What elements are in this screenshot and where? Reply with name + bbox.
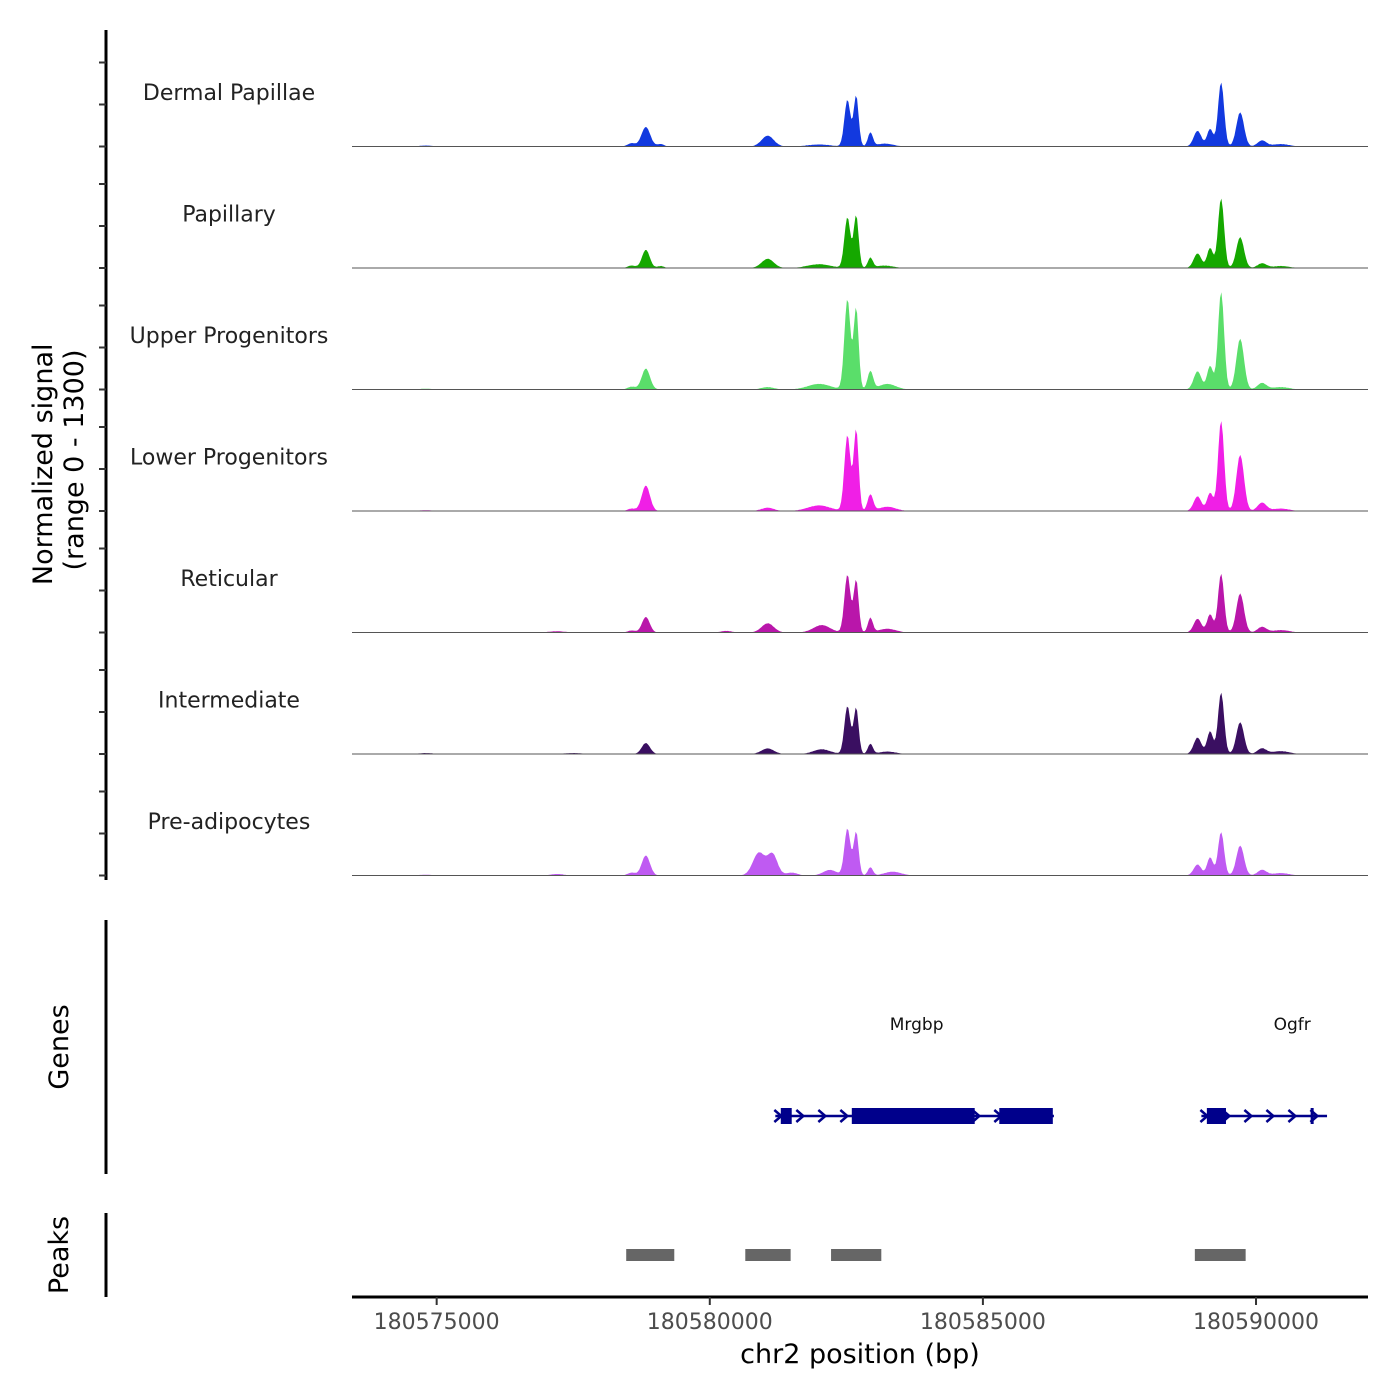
signal-y-axis-title: Normalized signal (range 0 - 1300) xyxy=(28,335,90,585)
signal-area xyxy=(352,198,1368,268)
peaks-panel-title: Peaks xyxy=(44,1216,75,1294)
signal-y-axis xyxy=(99,30,108,880)
gene-label: Ogfr xyxy=(1274,1015,1311,1035)
signal-y-ticks xyxy=(99,61,106,877)
track-label: Papillary xyxy=(182,203,276,228)
strand-arrow-icon xyxy=(839,1109,850,1123)
peak-region xyxy=(831,1249,882,1261)
track-pre-adipocytes: Pre-adipocytes xyxy=(148,810,1368,876)
peaks-track xyxy=(626,1249,1246,1261)
track-label: Intermediate xyxy=(158,689,300,714)
signal-area xyxy=(352,573,1368,633)
strand-arrow-icon xyxy=(817,1109,828,1123)
track-dermal-papillae: Dermal Papillae xyxy=(143,81,1368,147)
track-label: Dermal Papillae xyxy=(143,81,315,106)
signal-tracks: Dermal Papillae Papillary Upper Progenitor… xyxy=(130,81,1368,876)
track-label: Upper Progenitors xyxy=(130,324,329,349)
signal-y-axis-title-line2: (range 0 - 1300) xyxy=(59,350,90,571)
strand-arrow-icon xyxy=(1265,1109,1276,1123)
strand-arrow-icon xyxy=(1243,1109,1254,1123)
signal-area xyxy=(352,421,1368,511)
peak-region xyxy=(745,1249,791,1261)
gene-exon xyxy=(851,1108,975,1124)
gene-exon xyxy=(1310,1108,1314,1124)
signal-area xyxy=(352,82,1368,147)
track-label: Pre-adipocytes xyxy=(148,810,311,835)
peak-region xyxy=(1194,1249,1246,1261)
track-papillary: Papillary xyxy=(182,198,1368,269)
gene-mrgbp: Mrgbp xyxy=(773,1015,1054,1124)
track-reticular: Reticular xyxy=(180,567,1368,633)
x-tick-label: 180575000 xyxy=(374,1310,500,1335)
signal-area xyxy=(352,692,1368,754)
x-tick-label: 180580000 xyxy=(647,1310,773,1335)
track-upper-progenitors: Upper Progenitors xyxy=(130,292,1368,390)
x-tick-label: 180590000 xyxy=(1193,1310,1319,1335)
track-label: Reticular xyxy=(180,567,278,592)
gene-ogfr: Ogfr xyxy=(1199,1015,1328,1124)
strand-arrow-icon xyxy=(1287,1109,1298,1123)
signal-area xyxy=(352,292,1368,390)
signal-y-axis-title-line1: Normalized signal xyxy=(28,344,59,586)
gene-label: Mrgbp xyxy=(890,1015,944,1035)
gene-exon xyxy=(999,1108,1053,1124)
peak-region xyxy=(626,1249,675,1261)
genes-track: Mrgbp Ogfr xyxy=(773,1015,1328,1124)
strand-arrow-icon xyxy=(795,1109,806,1123)
signal-area xyxy=(352,828,1368,876)
x-tick-label: 180585000 xyxy=(920,1310,1046,1335)
track-intermediate: Intermediate xyxy=(158,689,1368,755)
track-label: Lower Progenitors xyxy=(130,446,328,471)
genes-panel-title: Genes xyxy=(44,1004,75,1089)
gene-exon xyxy=(780,1108,792,1124)
x-axis-title: chr2 position (bp) xyxy=(740,1339,980,1370)
x-axis-ticks: 180575000 180580000 180585000 180590000 xyxy=(374,1297,1319,1335)
track-lower-progenitors: Lower Progenitors xyxy=(130,421,1368,512)
gene-exon xyxy=(1206,1108,1226,1124)
